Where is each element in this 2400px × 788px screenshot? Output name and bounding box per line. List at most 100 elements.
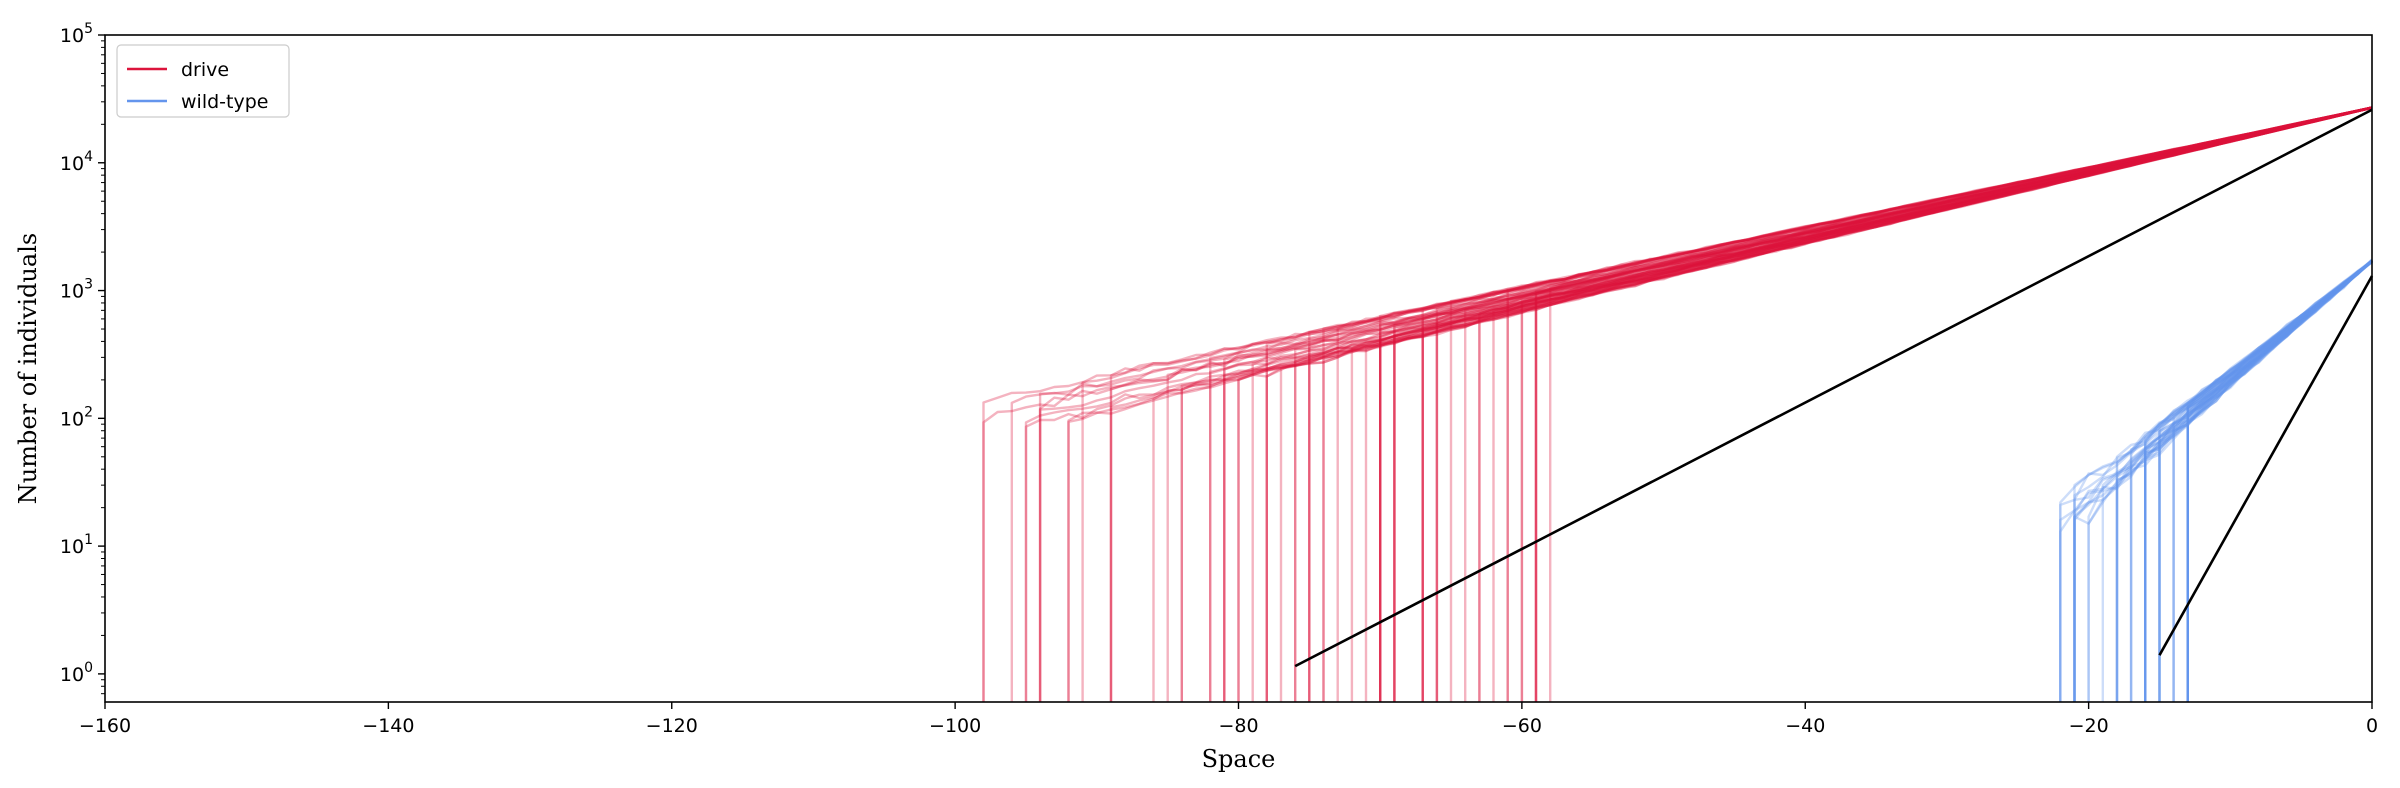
- y-tick-label: 101: [60, 532, 93, 558]
- wild-type-trace: [2115, 259, 2373, 702]
- drive-trace: [1279, 106, 2373, 702]
- wild-type-trace: [2158, 260, 2373, 702]
- drive-trace: [982, 106, 2373, 702]
- drive-trace: [1209, 106, 2373, 702]
- wild-type-trace: [2144, 259, 2373, 702]
- y-tick-label: 104: [60, 149, 93, 175]
- wild-type-trace: [2059, 260, 2373, 702]
- x-tick-label: −140: [362, 715, 414, 737]
- drive-trace: [1534, 106, 2373, 702]
- drive-trace: [1223, 106, 2373, 702]
- wild-type-trace: [2129, 259, 2373, 702]
- x-axis-title: Space: [1202, 745, 1276, 773]
- x-tick-label: −20: [2069, 715, 2109, 737]
- drive-trace: [1166, 106, 2373, 702]
- drive-trace: [1109, 106, 2373, 702]
- drive-trace: [1534, 106, 2373, 702]
- drive-trace: [1364, 106, 2373, 702]
- drive-trace: [1152, 106, 2373, 702]
- y-axis-title: Number of individuals: [14, 233, 42, 504]
- drive-trace: [1308, 106, 2373, 702]
- drive-trace: [1308, 106, 2373, 702]
- wild-type-trace: [2144, 261, 2373, 702]
- drive-trace: [1421, 106, 2373, 702]
- drive-trace: [1322, 106, 2373, 702]
- wild-type-trace: [2073, 258, 2373, 702]
- drive-trace: [1506, 106, 2373, 702]
- wild-type-trace: [2158, 260, 2373, 702]
- legend-box: [116, 44, 290, 118]
- drive-trace: [1109, 106, 2373, 702]
- drive-trace: [1379, 106, 2373, 702]
- drive-trace: [1223, 106, 2373, 702]
- wild-type-trace: [2073, 259, 2373, 702]
- wild-type-trace: [2186, 259, 2373, 702]
- wild-type-trace: [2144, 260, 2373, 702]
- drive-trace: [1067, 106, 2373, 702]
- wild-type-trace: [2186, 260, 2373, 702]
- traces-layer: [982, 106, 2373, 702]
- wild-type-trace: [2059, 259, 2373, 702]
- drive-trace: [1393, 106, 2373, 702]
- wild-type-trace: [2158, 260, 2373, 702]
- drive-trace: [1109, 106, 2373, 702]
- drive-trace: [1180, 106, 2373, 702]
- drive-trace: [1081, 106, 2373, 702]
- drive-trace: [1435, 106, 2373, 702]
- wild-type-trace: [2073, 260, 2373, 702]
- wild-type-trace: [2158, 260, 2373, 702]
- y-axis: 100 101 102 103 104 105: [60, 21, 105, 695]
- wild-type-trace: [2144, 259, 2373, 702]
- wild-type-trace: [2115, 260, 2373, 702]
- drive-trace: [1294, 106, 2373, 702]
- drive-trace: [1449, 106, 2373, 702]
- legend-label-drive: drive: [181, 59, 229, 81]
- wild-type-trace: [2129, 259, 2373, 702]
- drive-trace: [1464, 106, 2373, 702]
- wild-type-trace: [2073, 259, 2373, 702]
- x-tick-label: −60: [1502, 715, 1542, 737]
- wild-type-trace: [2172, 260, 2373, 702]
- drive-trace: [1265, 106, 2373, 702]
- wild-type-trace: [2144, 259, 2373, 702]
- drive-trace: [1421, 106, 2373, 702]
- wild-type-trace: [2115, 260, 2373, 702]
- wild-type-trace: [2186, 261, 2373, 702]
- drive-trace: [1038, 106, 2373, 702]
- drive-trace: [1534, 106, 2373, 702]
- wild-type-trace: [2129, 259, 2373, 702]
- x-tick-label: −160: [79, 715, 131, 737]
- x-tick-label: −80: [1218, 715, 1258, 737]
- drive-trace: [1478, 106, 2373, 702]
- drive-trace: [1379, 106, 2373, 702]
- y-tick-label: 100: [60, 660, 93, 686]
- drive-trace: [1379, 106, 2373, 702]
- wild-type-trace: [2186, 259, 2373, 702]
- wild-type-trace: [2186, 260, 2373, 702]
- drive-trace: [1038, 106, 2373, 702]
- drive-trace: [1393, 106, 2373, 702]
- drive-trace: [1393, 106, 2373, 702]
- wild-type-fit-line: [2158, 275, 2374, 656]
- drive-trace: [1379, 106, 2373, 702]
- wild-type-trace: [2073, 259, 2373, 702]
- drive-trace: [1067, 106, 2373, 702]
- drive-trace: [1421, 106, 2373, 702]
- drive-trace: [1265, 106, 2373, 702]
- drive-trace: [1237, 106, 2373, 702]
- drive-trace: [1379, 106, 2373, 702]
- wild-type-trace: [2144, 259, 2373, 702]
- y-tick-label: 103: [60, 277, 93, 303]
- x-tick-label: −100: [929, 715, 981, 737]
- drive-fit-line: [1294, 108, 2373, 668]
- wild-type-trace: [2172, 260, 2373, 702]
- drive-trace: [1421, 106, 2373, 702]
- drive-trace: [1322, 106, 2373, 702]
- legend-label-wild-type: wild-type: [181, 91, 268, 113]
- drive-trace: [982, 106, 2373, 702]
- x-tick-label: −40: [1785, 715, 1825, 737]
- wild-type-trace: [2186, 260, 2373, 702]
- wild-type-trace: [2186, 261, 2373, 702]
- drive-trace: [1010, 106, 2373, 702]
- drive-trace: [1237, 106, 2373, 702]
